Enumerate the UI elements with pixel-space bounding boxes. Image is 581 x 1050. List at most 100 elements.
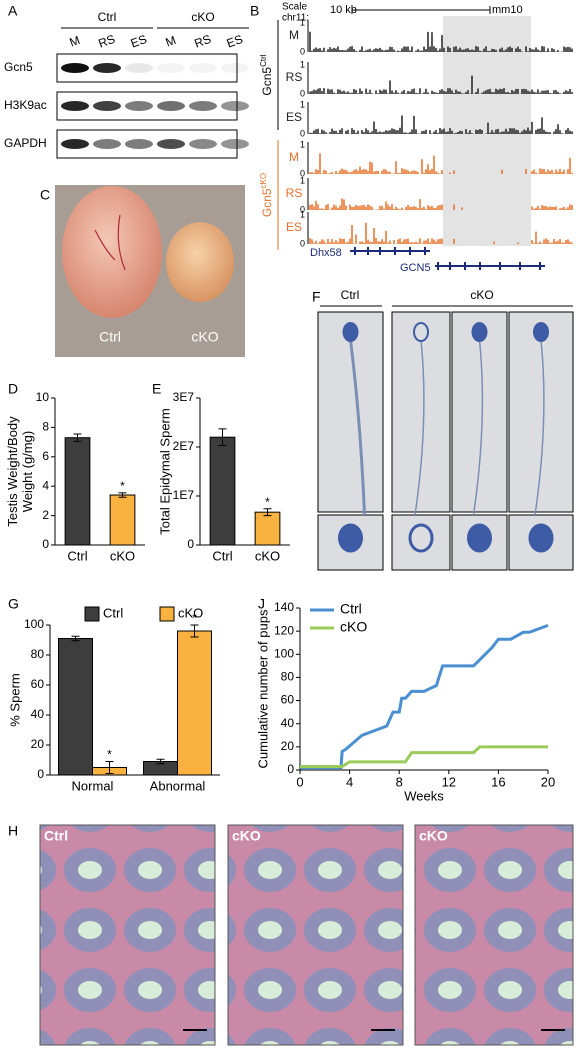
line xyxy=(300,745,548,769)
y-tick-label: 60 xyxy=(31,677,45,691)
panel-label: D xyxy=(8,381,18,397)
panel-label: B xyxy=(250,3,259,19)
row-name: RS xyxy=(286,186,303,200)
y-axis-label: % Sperm xyxy=(7,673,22,726)
group-label: Gcn5Ctrl xyxy=(259,54,275,95)
y-tick-label: 2E7 xyxy=(173,439,195,453)
x-tick-label: 20 xyxy=(541,774,555,789)
head-zoom xyxy=(408,523,434,553)
y-tick-label: 0 xyxy=(287,762,294,776)
head xyxy=(533,322,549,342)
head-zoom xyxy=(528,523,554,553)
legend-label: Ctrl xyxy=(103,605,123,620)
row-max: 1 xyxy=(300,209,305,219)
band xyxy=(93,63,121,73)
row-label: Gcn5 xyxy=(4,60,33,74)
y-tick-label: 0 xyxy=(42,537,49,551)
y-axis-label: Total Epidymal Sperm xyxy=(157,408,172,534)
y-tick-label: 6 xyxy=(42,449,49,463)
y-tick-label: 100 xyxy=(24,617,44,631)
gene-model xyxy=(435,262,545,270)
panel-label: F xyxy=(312,289,321,305)
row-min: 0 xyxy=(300,238,305,248)
y-tick-label: 60 xyxy=(281,693,295,707)
error-bar xyxy=(105,761,114,774)
gene: GCN5 xyxy=(400,262,431,274)
y-tick-label: 80 xyxy=(31,647,45,661)
error-bar xyxy=(71,635,80,642)
y-axis-label: Testis Weight/Body xyxy=(5,416,20,527)
annotation: * xyxy=(120,479,125,493)
x-tick-label: Normal xyxy=(72,778,114,793)
row-max: 1 xyxy=(300,59,305,69)
scale-bar-label: 10 kb xyxy=(330,4,357,16)
panel-label: J xyxy=(258,596,265,612)
group-label: Ctrl xyxy=(98,10,117,24)
testis-cko xyxy=(166,222,234,302)
bar xyxy=(58,638,93,776)
head-zoom xyxy=(338,523,363,553)
panel-label: C xyxy=(40,187,50,203)
signal xyxy=(309,31,573,52)
x-tick-label: 0 xyxy=(296,774,303,789)
band xyxy=(93,101,121,111)
tail xyxy=(472,339,484,516)
signal xyxy=(309,75,573,94)
scale-bar xyxy=(351,6,491,14)
band xyxy=(61,139,89,149)
band xyxy=(125,139,153,149)
head xyxy=(342,322,359,342)
y-tick-label: 20 xyxy=(281,739,295,753)
y-tick-label: 80 xyxy=(281,670,295,684)
error-bar xyxy=(118,492,127,498)
tail xyxy=(349,339,366,516)
band xyxy=(93,139,121,149)
photo-label: cKO xyxy=(191,329,218,345)
band xyxy=(189,63,217,73)
x-tick-label: 4 xyxy=(346,774,353,789)
legend-label: cKO xyxy=(340,619,367,635)
histology-image xyxy=(39,824,216,1046)
row-min: 0 xyxy=(300,168,305,178)
x-tick-label: cKO xyxy=(255,548,280,563)
row-min: 0 xyxy=(300,46,305,56)
annotation: * xyxy=(107,748,112,762)
y-tick-label: 8 xyxy=(42,420,49,434)
x-tick-label: Abnormal xyxy=(150,778,206,793)
histology-image xyxy=(227,824,404,1046)
error-bar xyxy=(190,624,199,638)
histology-label: cKO xyxy=(419,828,448,844)
band xyxy=(221,139,249,149)
bar xyxy=(109,494,136,546)
x-tick-label: 12 xyxy=(442,774,456,789)
annotation: * xyxy=(265,495,270,509)
group-label: cKO xyxy=(191,10,214,24)
legend-label: Ctrl xyxy=(340,601,362,617)
line xyxy=(300,623,549,770)
row-min: 0 xyxy=(300,128,305,138)
gene: Dhx58 xyxy=(310,247,342,259)
band xyxy=(61,63,89,73)
assembly: mm10 xyxy=(492,4,523,16)
group-name: Gcn5 xyxy=(260,67,274,96)
group-name: Gcn5 xyxy=(260,188,274,217)
y-tick-label: 40 xyxy=(281,716,295,730)
panel-label: A xyxy=(8,3,18,19)
error-bar xyxy=(218,428,227,447)
tail xyxy=(414,339,425,516)
tail xyxy=(534,339,545,516)
lane-label: RS xyxy=(192,32,212,51)
lane-label: M xyxy=(164,33,178,50)
x-tick-label: 8 xyxy=(396,774,403,789)
lane-label: ES xyxy=(129,32,149,51)
x-tick-label: 16 xyxy=(491,774,505,789)
y-tick-label: 100 xyxy=(274,646,294,660)
signal xyxy=(309,198,573,210)
annotation: * xyxy=(192,611,197,625)
error-bar xyxy=(73,433,82,442)
y-axis-label: Weight (g/mg) xyxy=(20,431,35,512)
row-label: H3K9ac xyxy=(4,98,47,112)
lane-label: RS xyxy=(96,32,116,51)
signal xyxy=(309,115,573,134)
